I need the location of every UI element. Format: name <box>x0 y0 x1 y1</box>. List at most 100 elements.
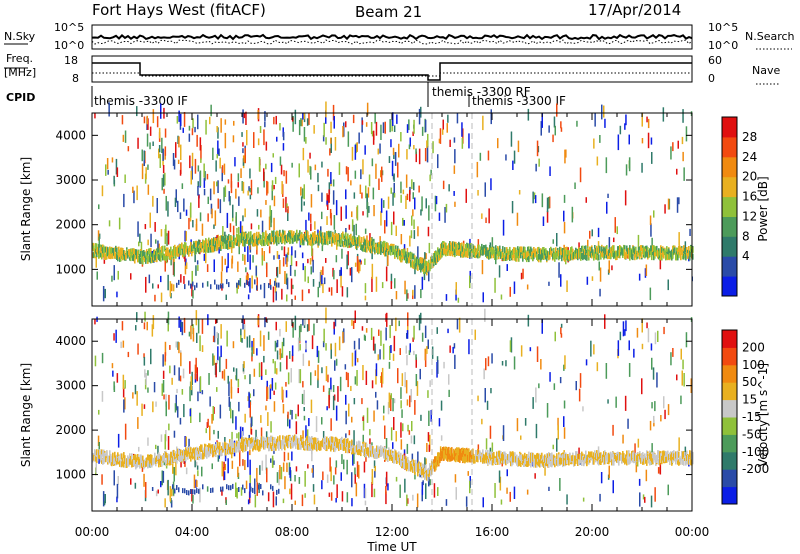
echo-mark <box>235 239 237 246</box>
scatter-mark <box>415 148 417 155</box>
echo-mark <box>194 454 196 461</box>
scatter-mark <box>310 399 313 413</box>
scatter-mark <box>612 424 614 436</box>
echo-mark <box>123 250 125 257</box>
echo-mark <box>285 234 287 241</box>
scatter-mark <box>188 217 190 230</box>
scatter-mark <box>175 142 177 158</box>
echo-mark <box>343 241 345 248</box>
scatter-mark <box>395 225 397 236</box>
scatter-mark <box>384 425 386 439</box>
echo-mark <box>277 236 279 243</box>
echo-mark <box>596 252 598 259</box>
scatter-mark <box>184 261 187 275</box>
scatter-mark <box>375 121 378 136</box>
scatter-mark <box>505 154 507 161</box>
scatter-mark <box>533 192 536 200</box>
echo-mark <box>110 459 112 466</box>
echo-mark <box>122 248 124 254</box>
echo-mark <box>347 438 349 445</box>
scatter-mark <box>482 497 484 508</box>
scatter-mark <box>437 154 439 169</box>
scatter-mark <box>220 118 222 133</box>
echo-mark <box>133 248 135 255</box>
scatter-mark <box>270 384 272 389</box>
scatter-mark <box>226 330 228 347</box>
echo-mark <box>102 251 104 258</box>
echo-mark <box>203 240 205 247</box>
scatter-mark <box>211 463 213 470</box>
scatter-mark <box>216 126 218 133</box>
echo-mark <box>585 254 587 261</box>
echo-mark <box>110 253 112 260</box>
echo-mark <box>315 234 317 241</box>
echo-mark <box>426 472 428 478</box>
echo-mark <box>186 246 188 253</box>
echo-mark <box>277 442 279 449</box>
echo-mark <box>236 282 238 288</box>
scatter-mark <box>249 168 251 179</box>
echo-mark <box>550 248 552 255</box>
scatter-mark <box>548 486 550 491</box>
echo-mark <box>576 250 578 257</box>
echo-mark <box>296 237 298 244</box>
echo-mark <box>305 230 307 237</box>
scatter-mark <box>429 479 431 486</box>
scatter-mark <box>281 341 284 358</box>
scatter-mark <box>271 378 274 391</box>
echo-mark <box>330 440 332 447</box>
scatter-mark <box>197 114 199 130</box>
scatter-mark <box>542 216 545 226</box>
echo-mark <box>660 245 662 252</box>
echo-mark <box>235 447 237 454</box>
scatter-mark <box>157 445 159 461</box>
scatter-mark <box>333 321 335 329</box>
echo-mark <box>610 248 612 254</box>
echo-mark <box>254 240 256 247</box>
scatter-mark <box>418 185 420 193</box>
echo-mark <box>449 241 451 247</box>
scatter-mark <box>285 321 287 332</box>
scatter-mark <box>348 430 351 436</box>
scatter-mark <box>316 345 319 358</box>
scatter-mark <box>155 401 157 407</box>
y-tick-label: 3000 <box>55 173 86 187</box>
echo-mark <box>455 243 457 250</box>
echo-mark <box>277 436 279 443</box>
scatter-mark <box>594 113 596 127</box>
echo-mark <box>425 266 427 273</box>
scatter-mark <box>146 321 148 331</box>
scatter-mark <box>301 289 304 302</box>
scatter-mark <box>667 484 669 496</box>
echo-mark <box>146 249 148 256</box>
echo-mark <box>283 230 285 237</box>
echo-mark <box>221 243 223 249</box>
echo-mark <box>195 240 197 247</box>
echo-mark <box>197 453 199 460</box>
scatter-mark <box>311 468 313 473</box>
echo-mark <box>546 254 548 261</box>
echo-mark <box>320 236 322 243</box>
scatter-mark <box>177 159 180 164</box>
scatter-mark <box>263 129 265 146</box>
scatter-mark <box>225 358 228 369</box>
echo-mark <box>134 252 136 259</box>
scatter-mark <box>486 400 489 410</box>
scatter-mark <box>282 131 285 141</box>
scatter-mark <box>292 116 294 132</box>
echo-mark <box>620 249 622 256</box>
scatter-mark <box>641 138 644 144</box>
echo-mark <box>246 279 248 285</box>
echo-mark <box>650 245 652 252</box>
scatter-mark <box>162 174 165 187</box>
scatter-mark <box>253 368 256 377</box>
echo-mark <box>109 246 111 253</box>
echo-mark <box>218 239 220 246</box>
echo-mark <box>213 237 215 244</box>
scatter-mark <box>389 345 391 360</box>
echo-mark <box>252 240 254 247</box>
scatter-mark <box>688 252 690 262</box>
echo-mark <box>364 239 366 246</box>
echo-mark <box>396 458 398 464</box>
